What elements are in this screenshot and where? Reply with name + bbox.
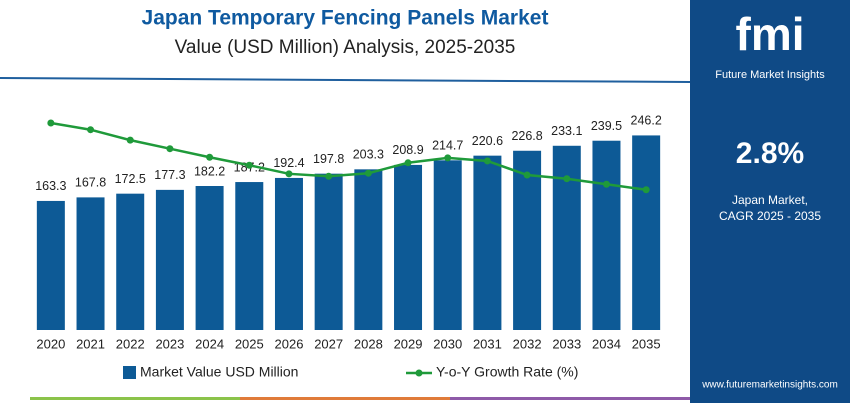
x-tick-label: 2020 <box>36 336 65 351</box>
bar <box>314 173 343 330</box>
bar <box>36 200 65 330</box>
growth-point <box>602 180 610 188</box>
x-tick-label: 2030 <box>433 336 462 351</box>
growth-point <box>285 170 293 178</box>
value-label: 177.3 <box>154 168 185 182</box>
side-panel <box>690 0 850 403</box>
x-tick-label: 2031 <box>473 336 502 351</box>
brand-logo: fmi <box>736 8 805 60</box>
legend-swatch <box>123 366 136 379</box>
value-label: 167.8 <box>75 176 106 190</box>
growth-point <box>325 172 333 180</box>
bar <box>155 189 184 330</box>
legend-label: Y-o-Y Growth Rate (%) <box>436 364 578 380</box>
bar <box>552 145 581 330</box>
x-tick-label: 2035 <box>632 336 661 351</box>
x-tick-label: 2028 <box>354 336 383 351</box>
chart-subtitle: Value (USD Million) Analysis, 2025-2035 <box>175 37 516 58</box>
bar <box>433 160 462 330</box>
x-tick-label: 2033 <box>552 336 581 351</box>
footer-stripe <box>240 397 450 400</box>
growth-point <box>166 145 174 153</box>
brand-name: Future Market Insights <box>715 69 825 81</box>
bar <box>513 150 542 330</box>
growth-point <box>444 154 452 162</box>
bar <box>473 155 502 330</box>
legend-swatch <box>415 369 423 377</box>
growth-point <box>364 169 372 177</box>
cagr-value: 2.8% <box>736 137 804 170</box>
x-tick-label: 2034 <box>592 336 621 351</box>
value-label: 214.7 <box>432 139 463 153</box>
bar <box>235 182 264 330</box>
value-label: 208.9 <box>392 143 423 157</box>
bar <box>195 186 224 330</box>
value-label: 163.3 <box>35 179 66 193</box>
value-label: 239.5 <box>591 119 622 133</box>
value-label: 233.1 <box>551 124 582 138</box>
growth-line <box>50 121 647 191</box>
growth-point <box>483 157 491 165</box>
bar <box>274 177 303 330</box>
bar <box>592 140 621 330</box>
cagr-caption: CAGR 2025 - 2035 <box>719 209 821 223</box>
growth-point <box>523 171 531 179</box>
value-label: 192.4 <box>273 156 304 170</box>
x-tick-label: 2027 <box>314 336 343 351</box>
value-label: 226.8 <box>511 129 542 143</box>
x-tick-label: 2022 <box>116 336 145 351</box>
value-label: 246.2 <box>631 114 662 128</box>
chart-title: Japan Temporary Fencing Panels Market <box>142 7 549 30</box>
x-tick-label: 2021 <box>76 336 105 351</box>
value-label: 197.8 <box>313 152 344 166</box>
value-label: 182.2 <box>194 164 225 178</box>
website: www.futuremarketinsights.com <box>701 380 838 391</box>
cagr-caption: Japan Market, <box>732 193 808 207</box>
legend-label: Market Value USD Million <box>140 364 298 380</box>
x-tick-label: 2025 <box>235 336 264 351</box>
value-label: 220.6 <box>472 134 503 148</box>
growth-point <box>245 161 253 169</box>
growth-point <box>47 119 55 127</box>
footer-stripe <box>30 397 240 400</box>
growth-point <box>87 126 95 134</box>
growth-point <box>206 153 214 161</box>
bar <box>116 193 145 330</box>
header-rule <box>0 77 691 83</box>
x-tick-label: 2029 <box>394 336 423 351</box>
bar <box>354 169 383 330</box>
growth-point <box>404 159 412 167</box>
x-tick-label: 2023 <box>155 336 184 351</box>
bar <box>76 197 105 330</box>
footer-stripe <box>450 397 690 400</box>
growth-point <box>642 186 650 194</box>
x-tick-label: 2024 <box>195 336 224 351</box>
value-label: 172.5 <box>115 172 146 186</box>
bar <box>632 135 661 330</box>
x-tick-label: 2032 <box>513 336 542 351</box>
value-label: 203.3 <box>353 148 384 162</box>
growth-point <box>126 136 134 144</box>
x-tick-label: 2026 <box>275 336 304 351</box>
growth-point <box>563 175 571 183</box>
bar <box>394 164 423 330</box>
